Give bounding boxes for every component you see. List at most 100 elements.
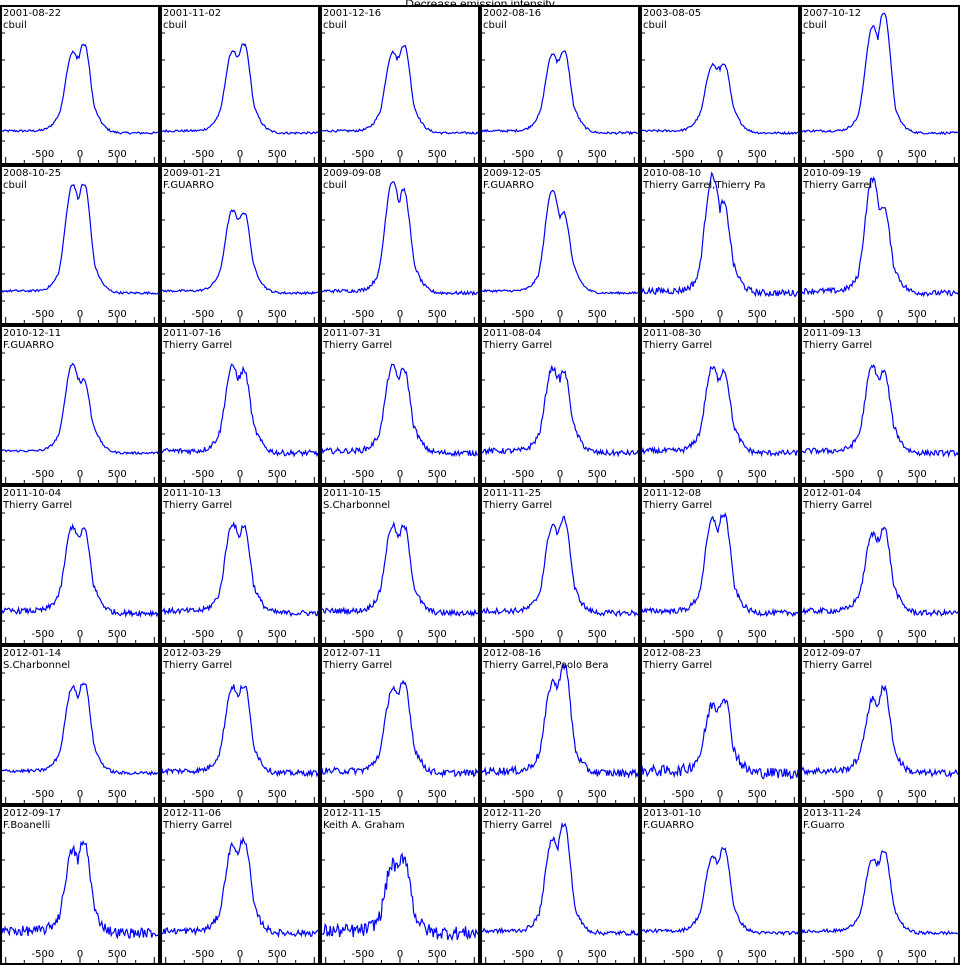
panel-date: 2012-11-20 <box>483 808 541 819</box>
x-tick-label: 0 <box>237 469 243 480</box>
panel-observer: Thierry Garrel,Paolo Bera <box>482 660 609 671</box>
x-tick-label: 500 <box>748 629 767 640</box>
x-tick-label: 500 <box>748 309 767 320</box>
spectrum-line <box>481 821 639 937</box>
x-tick-label: 0 <box>557 949 563 960</box>
x-tick-label: -500 <box>352 949 375 960</box>
panel-observer: Thierry Garrel <box>482 340 552 351</box>
panel-frame <box>160 485 320 645</box>
panel: -500 0 500 2011-10-15S.Charbonnel <box>320 485 480 645</box>
x-tick-label: 0 <box>397 309 403 320</box>
spectrum-line <box>801 850 959 936</box>
panel-date: 2001-12-16 <box>323 8 381 19</box>
spectrum-line <box>801 364 959 459</box>
x-tick-label: -500 <box>512 789 535 800</box>
x-tick-label: 0 <box>877 789 883 800</box>
spectrum-line <box>481 515 639 618</box>
panel-date: 2010-12-11 <box>3 328 61 339</box>
panel-date: 2009-09-08 <box>323 168 381 179</box>
panel-date: 2011-09-13 <box>803 328 861 339</box>
panel-observer: F.Boanelli <box>3 820 50 831</box>
spectrum-line <box>641 171 799 298</box>
spectrum-line <box>161 836 319 939</box>
panel-observer: Thierry Garrel,Thierry Pa <box>642 180 766 191</box>
spectrum-line <box>641 846 799 936</box>
spectrum-line <box>321 679 479 778</box>
panel: -500 0 500 2009-12-05F.GUARRO <box>480 165 640 325</box>
x-tick-label: 500 <box>108 629 127 640</box>
x-tick-label: 500 <box>108 469 127 480</box>
x-tick-label: 0 <box>237 149 243 160</box>
x-tick-label: 500 <box>588 949 607 960</box>
panel-date: 2001-11-02 <box>163 8 221 19</box>
panel-date: 2011-07-31 <box>323 328 381 339</box>
panel-observer: cbuil <box>483 20 507 31</box>
x-tick-label: 500 <box>908 469 927 480</box>
spectrum-line <box>801 684 959 779</box>
x-tick-label: -500 <box>352 309 375 320</box>
x-tick-label: 500 <box>268 309 287 320</box>
spectrum-line <box>641 62 799 135</box>
x-tick-label: -500 <box>672 789 695 800</box>
x-tick-label: -500 <box>672 949 695 960</box>
x-tick-label: 0 <box>557 309 563 320</box>
panel-observer: Thierry Garrel <box>162 340 232 351</box>
panel: -500 0 500 2012-09-17F.Boanelli <box>0 805 160 965</box>
x-tick-label: 0 <box>877 949 883 960</box>
x-tick-label: -500 <box>832 629 855 640</box>
x-tick-label: 500 <box>108 789 127 800</box>
x-tick-label: 0 <box>77 149 83 160</box>
x-tick-label: 0 <box>237 789 243 800</box>
x-tick-label: -500 <box>32 469 55 480</box>
x-tick-label: 500 <box>268 949 287 960</box>
x-tick-label: 500 <box>268 469 287 480</box>
panel: -500 0 500 2013-01-10F.GUARRO <box>640 805 800 965</box>
panel-frame <box>320 485 480 645</box>
panel-observer: Thierry Garrel <box>162 660 232 671</box>
panel-frame <box>640 645 800 805</box>
spectrum-line <box>481 50 639 136</box>
panel-observer: cbuil <box>163 20 187 31</box>
spectrum-line <box>1 183 159 296</box>
panel-observer: cbuil <box>643 20 667 31</box>
panel-frame <box>320 165 480 325</box>
panel-date: 2002-08-16 <box>483 8 541 19</box>
panel-observer: Thierry Garrel <box>802 500 872 511</box>
x-tick-label: 500 <box>588 629 607 640</box>
panel-date: 2011-08-04 <box>483 328 541 339</box>
x-tick-label: 0 <box>77 949 83 960</box>
x-tick-label: -500 <box>352 469 375 480</box>
x-tick-label: 0 <box>397 949 403 960</box>
x-tick-label: 0 <box>877 309 883 320</box>
spectrum-line <box>321 363 479 458</box>
spectrum-line <box>161 209 319 296</box>
x-tick-label: 0 <box>717 949 723 960</box>
x-tick-label: 500 <box>588 789 607 800</box>
panel-observer: F.GUARRO <box>163 180 214 191</box>
panel-observer: S.Charbonnel <box>323 500 390 511</box>
x-tick-label: 0 <box>77 629 83 640</box>
spectrum-line <box>321 181 479 297</box>
panel-observer: Keith A. Graham <box>323 820 405 831</box>
spectrum-line <box>801 12 959 135</box>
panel: -500 0 500 2013-11-24F.Guarro <box>800 805 960 965</box>
panel-frame <box>160 325 320 485</box>
x-tick-label: -500 <box>512 469 535 480</box>
panel-frame <box>640 805 800 965</box>
x-tick-label: 500 <box>108 949 127 960</box>
spectrum-line <box>321 44 479 135</box>
